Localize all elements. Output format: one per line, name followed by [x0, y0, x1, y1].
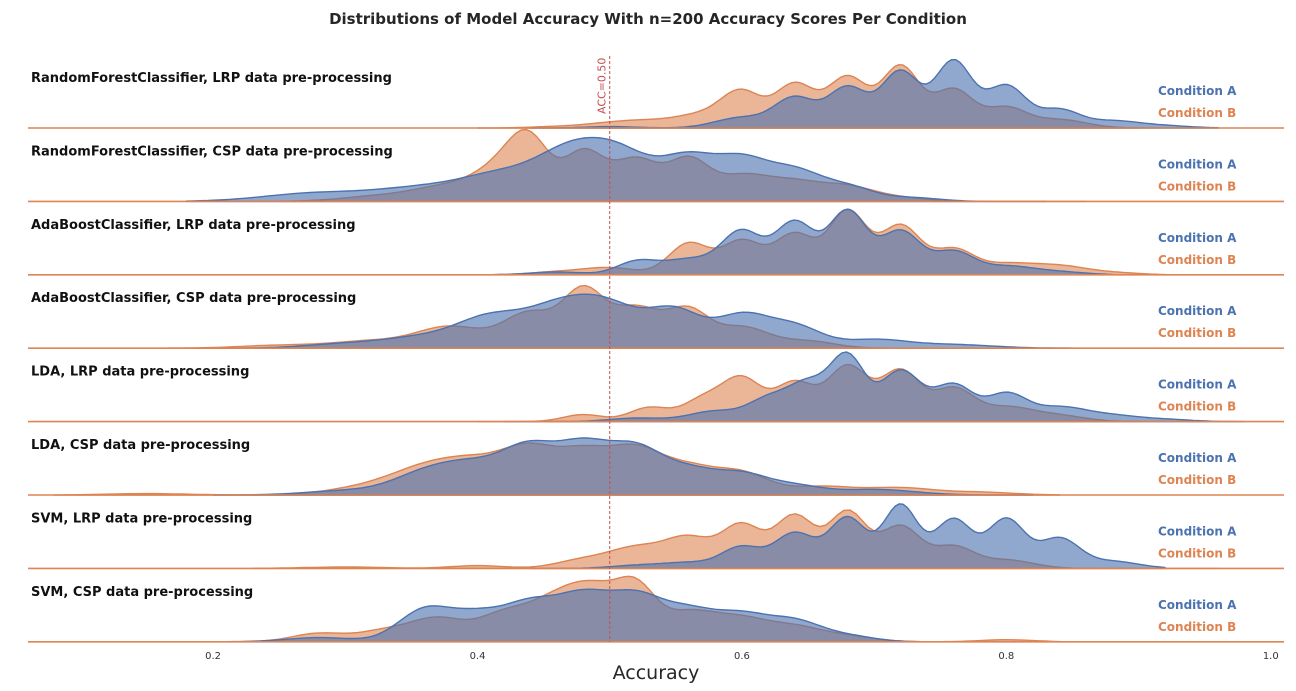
- legend-label-condition-b: Condition B: [1158, 253, 1236, 267]
- panel-label: SVM, CSP data pre-processing: [31, 585, 253, 600]
- legend-label-condition-b: Condition B: [1158, 179, 1236, 193]
- legend-label-condition-b: Condition B: [1158, 400, 1236, 414]
- legend-label-condition-a: Condition A: [1158, 524, 1237, 538]
- panel-label: SVM, LRP data pre-processing: [31, 511, 252, 526]
- density-condition-a: [186, 293, 1086, 349]
- panel-label: LDA, CSP data pre-processing: [31, 438, 250, 453]
- ridge-panel-6: LDA, CSP data pre-processing Condition A C…: [28, 437, 1284, 496]
- reference-line-label: ACC=0.50: [596, 58, 609, 114]
- legend-label-condition-b: Condition B: [1158, 326, 1236, 340]
- legend-label-condition-a: Condition A: [1158, 451, 1237, 465]
- x-tick-label: 0.2: [205, 651, 221, 662]
- ridge-panel-4: AdaBoostClassifier, CSP data pre-process…: [28, 284, 1284, 350]
- chart-title: Distributions of Model Accuracy With n=2…: [329, 10, 967, 28]
- density-condition-a: [213, 437, 1033, 496]
- panel-label: RandomForestClassifier, LRP data pre-pro…: [31, 71, 392, 86]
- panels-layer: RandomForestClassifier, LRP data pre-pro…: [28, 59, 1284, 643]
- ridge-panel-3: AdaBoostClassifier, LRP data pre-process…: [28, 208, 1284, 276]
- density-condition-a: [530, 59, 1219, 129]
- legend-label-condition-a: Condition A: [1158, 84, 1237, 98]
- density-condition-a: [451, 208, 1113, 276]
- legend-label-condition-b: Condition B: [1158, 546, 1236, 560]
- density-condition-a: [504, 351, 1245, 423]
- legend-label-condition-b: Condition B: [1158, 620, 1236, 634]
- ridge-panel-5: LDA, LRP data pre-processing Condition A C…: [28, 351, 1284, 423]
- ridge-panel-1: RandomForestClassifier, LRP data pre-pro…: [28, 59, 1284, 129]
- legend-label-condition-a: Condition A: [1158, 304, 1237, 318]
- legend-label-condition-b: Condition B: [1158, 473, 1236, 487]
- ridge-panel-2: RandomForestClassifier, CSP data pre-pro…: [28, 128, 1284, 203]
- x-tick-label: 1.0: [1263, 651, 1279, 662]
- x-tick-label: 0.4: [470, 651, 486, 662]
- panel-label: LDA, LRP data pre-processing: [31, 365, 249, 380]
- legend-label-condition-a: Condition A: [1158, 378, 1237, 392]
- legend-label-condition-a: Condition A: [1158, 157, 1237, 171]
- x-axis: 0.2 0.4 0.6 0.8 1.0: [205, 651, 1279, 662]
- x-tick-label: 0.6: [734, 651, 750, 662]
- legend-label-condition-a: Condition A: [1158, 598, 1237, 612]
- density-condition-a: [530, 503, 1166, 570]
- x-tick-label: 0.8: [998, 651, 1014, 662]
- legend-label-condition-a: Condition A: [1158, 231, 1237, 245]
- reference-line-layer: ACC=0.50: [596, 56, 611, 642]
- ridge-panel-8: SVM, CSP data pre-processing Condition A C…: [28, 575, 1284, 643]
- panel-label: RandomForestClassifier, CSP data pre-pro…: [31, 144, 393, 159]
- panel-label: AdaBoostClassifier, LRP data pre-process…: [31, 218, 356, 233]
- panel-label: AdaBoostClassifier, CSP data pre-process…: [31, 291, 356, 306]
- x-axis-label: Accuracy: [612, 662, 700, 684]
- legend-label-condition-b: Condition B: [1158, 106, 1236, 120]
- density-condition-a: [186, 136, 1046, 203]
- ridge-panel-7: SVM, LRP data pre-processing Condition A C…: [28, 503, 1284, 570]
